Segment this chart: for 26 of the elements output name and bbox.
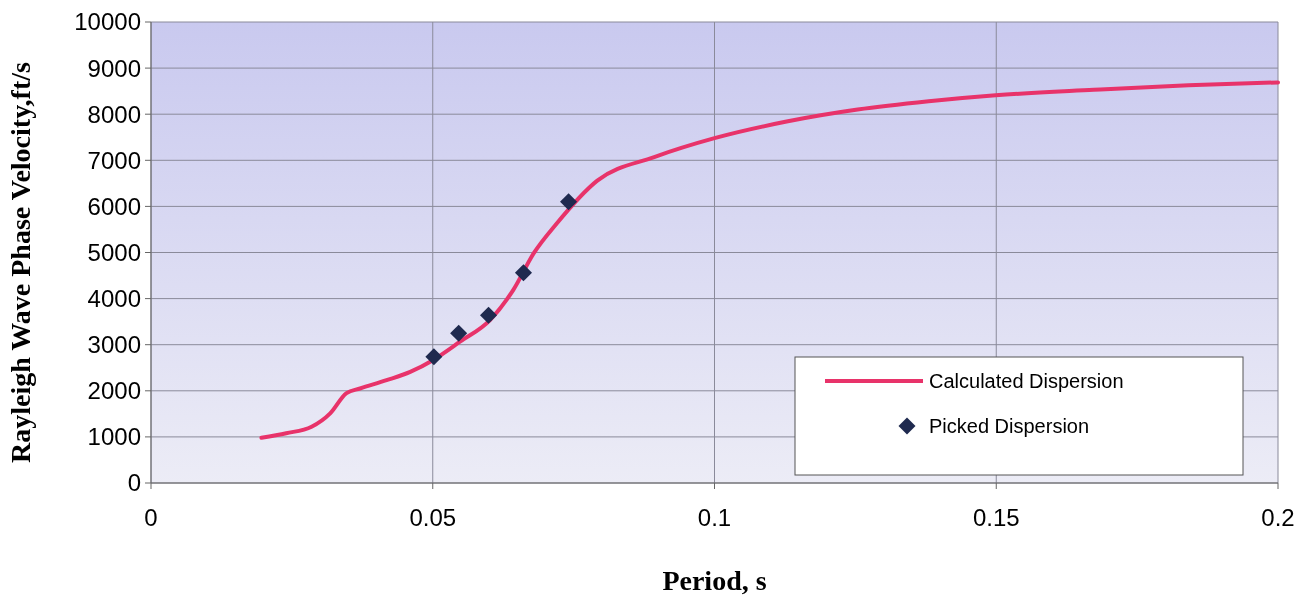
y-tick-label: 5000	[87, 238, 141, 266]
point	[560, 193, 578, 211]
legend-label: Picked Dispersion	[929, 415, 1090, 437]
y-tick-label: 4000	[87, 285, 141, 312]
y-tick-label: 3000	[87, 331, 141, 359]
legend-label: Calculated Dispersion	[929, 370, 1124, 392]
line-series	[259, 80, 1280, 440]
y-tick-label: 7000	[87, 146, 141, 174]
y-tick-label: 1000	[87, 423, 141, 451]
y-tick-label: 2000	[87, 377, 141, 405]
x-tick-label: 0.05	[409, 504, 457, 531]
y-tick-label: 0	[127, 469, 141, 497]
y-tick-label: 10000	[74, 8, 141, 36]
x-tick-label: 0.1	[697, 504, 732, 531]
point	[514, 264, 532, 282]
x-axis-title: Period, s	[662, 565, 767, 596]
x-tick-label: 0.15	[972, 504, 1020, 531]
y-axis-title: Rayleigh Wave Phase Velocity,ft/s	[5, 61, 36, 463]
x-tick-label: 0	[144, 504, 158, 531]
y-tick-label: 8000	[87, 100, 141, 128]
point	[425, 348, 443, 366]
x-tick-label: 0.2	[1261, 504, 1295, 531]
point	[480, 306, 498, 324]
y-tick-label: 6000	[87, 192, 141, 220]
y-tick-label: 9000	[87, 54, 141, 82]
point	[450, 324, 468, 342]
